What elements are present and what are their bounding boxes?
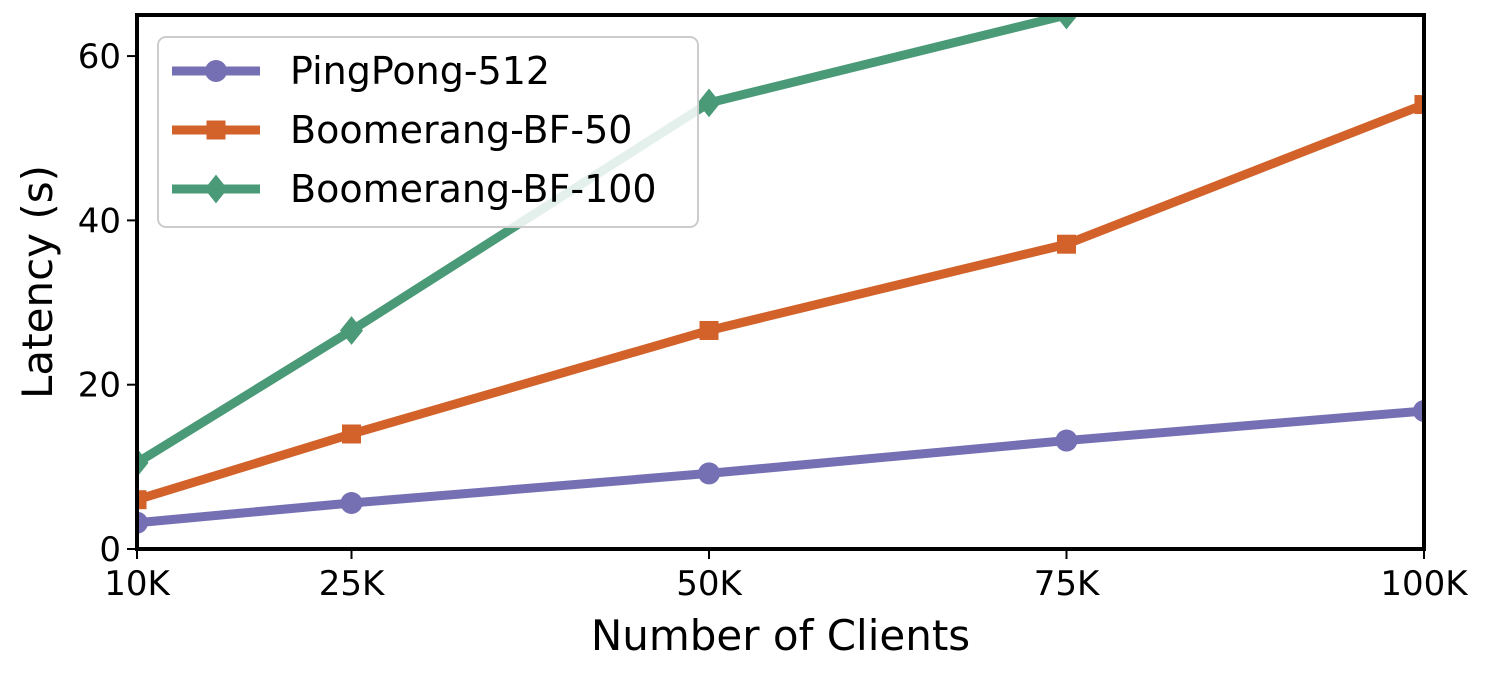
- series-PingPong-512: [135, 399, 1426, 534]
- legend-item: PingPong-512: [172, 49, 550, 93]
- x-tick-label: 75K: [1034, 564, 1101, 604]
- legend: PingPong-512 Boomerang-BF-50 Boomerang-BF-…: [157, 36, 699, 228]
- y-axis: 0 20 40 60: [78, 37, 137, 570]
- x-tick-label: 50K: [676, 564, 743, 604]
- x-tick-label: 10K: [104, 564, 171, 604]
- x-axis: 10K 25K 50K 75K 100K: [104, 549, 1469, 604]
- x-axis-label: Number of Clients: [591, 611, 970, 660]
- x-tick-label: 100K: [1380, 564, 1469, 604]
- y-axis-label: Latency (s): [13, 165, 62, 399]
- data-point: [1414, 95, 1426, 115]
- data-point: [1057, 234, 1076, 254]
- legend-marker: [205, 60, 227, 82]
- y-tick-label: 20: [78, 366, 121, 406]
- y-tick-label: 60: [78, 37, 121, 77]
- legend-item: Boomerang-BF-100: [172, 167, 657, 211]
- data-point: [342, 424, 361, 444]
- plot-frame: [135, 13, 1426, 551]
- data-point: [698, 462, 720, 485]
- data-point: [340, 491, 363, 514]
- data-point: [1055, 429, 1078, 452]
- legend-item: Boomerang-BF-50: [172, 108, 632, 152]
- legend-box: [157, 36, 699, 228]
- plot-area: [135, 13, 1426, 534]
- data-point: [339, 316, 364, 345]
- legend-marker: [206, 120, 226, 140]
- legend-marker: [204, 174, 228, 204]
- data-point: [135, 490, 147, 510]
- legend-label: Boomerang-BF-50: [290, 108, 632, 152]
- y-tick-label: 0: [99, 530, 121, 570]
- data-point: [697, 88, 721, 118]
- data-point: [699, 320, 719, 340]
- data-point: [1054, 13, 1079, 30]
- series-Boomerang-BF-50: [135, 95, 1426, 510]
- y-tick-label: 40: [78, 201, 121, 241]
- series-line: [136, 406, 1425, 528]
- legend-label: PingPong-512: [290, 49, 550, 93]
- legend-label: Boomerang-BF-100: [290, 167, 657, 211]
- x-tick-label: 25K: [319, 564, 386, 604]
